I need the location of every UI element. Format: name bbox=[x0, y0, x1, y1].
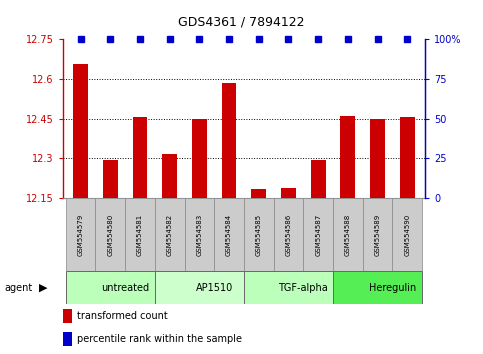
Text: GDS4361 / 7894122: GDS4361 / 7894122 bbox=[178, 16, 305, 29]
Bar bbox=[303, 198, 333, 271]
Text: GSM554579: GSM554579 bbox=[78, 213, 84, 256]
Bar bbox=[63, 332, 72, 346]
Bar bbox=[370, 119, 385, 198]
Text: untreated: untreated bbox=[101, 282, 149, 293]
Bar bbox=[66, 198, 96, 271]
Bar bbox=[281, 188, 296, 198]
Bar bbox=[273, 198, 303, 271]
Bar bbox=[185, 198, 214, 271]
Bar bbox=[244, 271, 333, 304]
Bar bbox=[363, 198, 392, 271]
Bar bbox=[244, 198, 273, 271]
Bar bbox=[155, 271, 244, 304]
Text: GSM554589: GSM554589 bbox=[374, 213, 381, 256]
Bar bbox=[251, 189, 266, 198]
Text: GSM554585: GSM554585 bbox=[256, 213, 262, 256]
Bar bbox=[132, 117, 147, 198]
Text: transformed count: transformed count bbox=[77, 311, 168, 321]
Text: GSM554584: GSM554584 bbox=[226, 213, 232, 256]
Bar bbox=[400, 117, 414, 198]
Bar bbox=[311, 160, 326, 198]
Text: percentile rank within the sample: percentile rank within the sample bbox=[77, 334, 242, 344]
Text: agent: agent bbox=[5, 282, 33, 293]
Text: Heregulin: Heregulin bbox=[369, 282, 416, 293]
Bar bbox=[333, 271, 422, 304]
Bar bbox=[222, 83, 237, 198]
Bar bbox=[63, 309, 72, 323]
Bar bbox=[333, 198, 363, 271]
Text: ▶: ▶ bbox=[39, 282, 47, 293]
Bar bbox=[155, 198, 185, 271]
Text: GSM554588: GSM554588 bbox=[345, 213, 351, 256]
Text: GSM554581: GSM554581 bbox=[137, 213, 143, 256]
Text: GSM554587: GSM554587 bbox=[315, 213, 321, 256]
Bar bbox=[96, 198, 125, 271]
Bar bbox=[162, 154, 177, 198]
Bar bbox=[214, 198, 244, 271]
Bar bbox=[66, 271, 155, 304]
Text: GSM554582: GSM554582 bbox=[167, 213, 173, 256]
Bar bbox=[125, 198, 155, 271]
Text: GSM554586: GSM554586 bbox=[285, 213, 291, 256]
Bar bbox=[103, 160, 118, 198]
Text: GSM554590: GSM554590 bbox=[404, 213, 410, 256]
Bar bbox=[341, 116, 355, 198]
Bar bbox=[73, 64, 88, 198]
Bar bbox=[392, 198, 422, 271]
Text: AP1510: AP1510 bbox=[196, 282, 233, 293]
Bar bbox=[192, 119, 207, 198]
Text: GSM554580: GSM554580 bbox=[107, 213, 114, 256]
Text: TGF-alpha: TGF-alpha bbox=[278, 282, 328, 293]
Text: GSM554583: GSM554583 bbox=[197, 213, 202, 256]
